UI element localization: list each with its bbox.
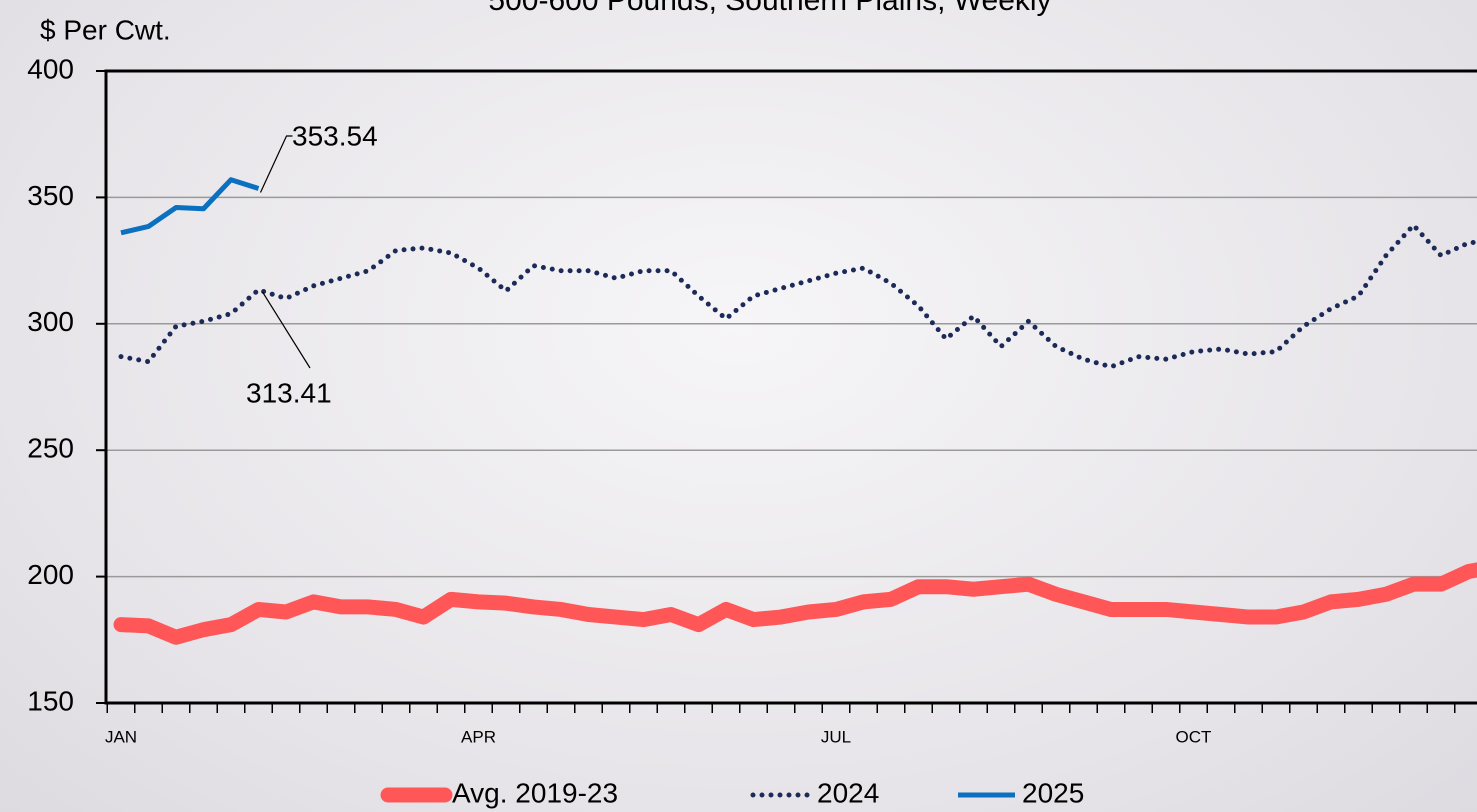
x-tick-label: JUL xyxy=(821,727,851,746)
annotation-leader xyxy=(261,291,311,369)
legend-label: Avg. 2019-23 xyxy=(452,777,618,808)
legend-label: 2024 xyxy=(817,777,879,808)
series-line xyxy=(113,562,1477,645)
plot-frame xyxy=(104,69,1477,705)
series-line xyxy=(118,221,1477,370)
series-line xyxy=(120,177,260,236)
x-tick-label: OCT xyxy=(1176,727,1212,746)
y-tick-label: 300 xyxy=(27,306,74,337)
x-tick-label: JAN xyxy=(105,727,137,746)
y-tick-label: 150 xyxy=(27,685,74,716)
annotation-leader xyxy=(259,135,293,193)
y-tick-label: 350 xyxy=(27,180,74,211)
chart-title: 500-600 Pounds, Southern Plains, Weekly xyxy=(488,0,1051,17)
x-tick-label: APR xyxy=(461,727,496,746)
y-tick-label: 200 xyxy=(27,559,74,590)
y-tick-label: 400 xyxy=(27,53,74,84)
legend-label: 2025 xyxy=(1022,777,1084,808)
annotation: 313.41 xyxy=(246,377,332,408)
y-tick-label: 250 xyxy=(27,433,74,464)
y-axis-label: $ Per Cwt. xyxy=(40,14,171,45)
annotation: 353.54 xyxy=(292,120,378,151)
